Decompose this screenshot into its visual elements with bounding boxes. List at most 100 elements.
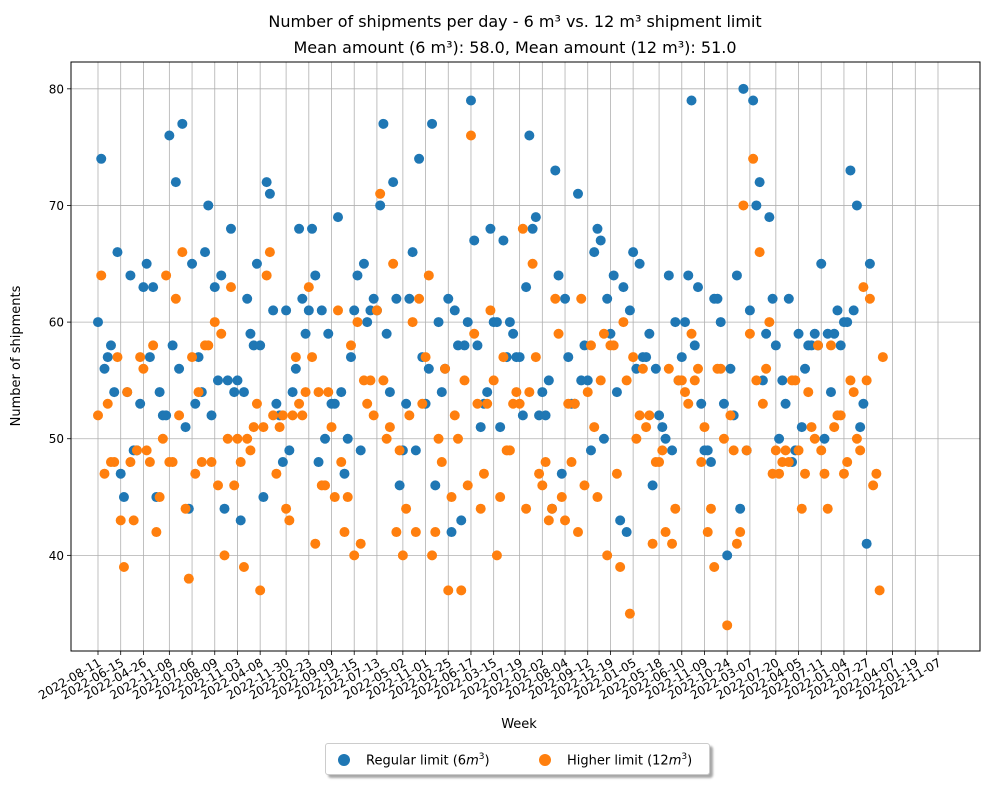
higher-limit-point bbox=[521, 503, 532, 514]
data-points bbox=[93, 83, 888, 631]
higher-limit-point bbox=[196, 457, 207, 468]
higher-limit-point bbox=[381, 433, 392, 444]
regular-limit-point bbox=[735, 503, 746, 514]
legend-label-regular: Regular limit (6 bbox=[366, 753, 467, 769]
higher-limit-point bbox=[93, 410, 103, 421]
higher-limit-point bbox=[475, 503, 486, 514]
regular-limit-point bbox=[705, 457, 716, 468]
regular-limit-point bbox=[232, 375, 243, 386]
regular-limit-point bbox=[780, 398, 791, 409]
higher-limit-point bbox=[320, 480, 331, 491]
higher-limit-point bbox=[793, 445, 804, 456]
higher-limit-point bbox=[579, 480, 590, 491]
higher-limit-point bbox=[232, 433, 243, 444]
higher-limit-point bbox=[456, 585, 467, 596]
higher-limit-point bbox=[329, 492, 340, 503]
regular-limit-point bbox=[164, 130, 175, 141]
regular-limit-point bbox=[381, 328, 392, 339]
regular-limit-point bbox=[712, 293, 723, 304]
higher-limit-point bbox=[877, 352, 888, 363]
higher-limit-point bbox=[809, 433, 820, 444]
regular-limit-point bbox=[414, 153, 425, 164]
regular-limit-point bbox=[154, 387, 165, 398]
higher-limit-point bbox=[495, 492, 506, 503]
higher-limit-point bbox=[271, 468, 282, 479]
higher-limit-point bbox=[683, 398, 694, 409]
regular-limit-point bbox=[141, 258, 152, 269]
regular-limit-point bbox=[238, 387, 249, 398]
higher-limit-point bbox=[206, 457, 217, 468]
higher-limit-point bbox=[410, 527, 421, 538]
higher-limit-point bbox=[553, 328, 564, 339]
higher-limit-point bbox=[790, 375, 801, 386]
higher-limit-point bbox=[608, 340, 619, 351]
higher-limit-point bbox=[170, 293, 181, 304]
higher-limit-point bbox=[871, 468, 882, 479]
higher-limit-point bbox=[258, 422, 269, 433]
higher-limit-point bbox=[592, 492, 603, 503]
regular-limit-point bbox=[855, 422, 866, 433]
higher-limit-point bbox=[660, 527, 671, 538]
higher-limit-point bbox=[112, 352, 123, 363]
higher-limit-point bbox=[174, 410, 185, 421]
regular-limit-point bbox=[271, 398, 282, 409]
regular-limit-point bbox=[783, 293, 794, 304]
regular-limit-point bbox=[634, 258, 645, 269]
higher-limit-point bbox=[491, 550, 502, 561]
higher-limit-point bbox=[209, 317, 220, 328]
higher-limit-point bbox=[391, 527, 402, 538]
higher-limit-point bbox=[829, 422, 840, 433]
regular-limit-point bbox=[287, 387, 298, 398]
regular-limit-point bbox=[585, 445, 596, 456]
regular-limit-point bbox=[462, 317, 473, 328]
regular-limit-point bbox=[793, 328, 804, 339]
regular-limit-point bbox=[842, 317, 853, 328]
regular-limit-point bbox=[680, 317, 691, 328]
regular-limit-point bbox=[517, 410, 528, 421]
higher-limit-point bbox=[527, 258, 538, 269]
higher-limit-point bbox=[248, 422, 259, 433]
higher-limit-point bbox=[524, 387, 535, 398]
higher-limit-point bbox=[680, 387, 691, 398]
higher-limit-point bbox=[754, 247, 765, 258]
y-tick-label: 80 bbox=[49, 82, 64, 96]
higher-limit-point bbox=[281, 503, 292, 514]
regular-limit-point bbox=[686, 95, 697, 106]
regular-limit-point bbox=[177, 118, 188, 129]
higher-limit-point bbox=[693, 363, 703, 374]
regular-limit-point bbox=[670, 317, 681, 328]
regular-limit-point bbox=[816, 258, 827, 269]
higher-limit-point bbox=[573, 527, 583, 538]
higher-limit-point bbox=[816, 445, 827, 456]
x-axis: 2022-08-112022-06-152022-04-262022-11-08… bbox=[36, 651, 944, 702]
regular-limit-point bbox=[676, 352, 687, 363]
higher-limit-point bbox=[407, 317, 418, 328]
higher-limit-point bbox=[848, 387, 859, 398]
higher-limit-point bbox=[235, 457, 246, 468]
higher-limit-point bbox=[748, 153, 759, 164]
regular-limit-point bbox=[423, 363, 434, 374]
regular-limit-point bbox=[148, 282, 159, 293]
regular-limit-point bbox=[187, 258, 198, 269]
higher-limit-point bbox=[757, 398, 768, 409]
higher-limit-point bbox=[135, 352, 146, 363]
higher-limit-point bbox=[800, 468, 811, 479]
regular-limit-point bbox=[809, 328, 820, 339]
higher-limit-point bbox=[654, 457, 665, 468]
higher-limit-point bbox=[628, 352, 639, 363]
regular-limit-point bbox=[472, 340, 483, 351]
higher-limit-point bbox=[436, 457, 447, 468]
regular-limit-point bbox=[313, 457, 324, 468]
higher-limit-point bbox=[751, 375, 762, 386]
higher-limit-point bbox=[449, 410, 460, 421]
regular-limit-point bbox=[731, 270, 742, 281]
higher-limit-point bbox=[696, 457, 707, 468]
regular-limit-point bbox=[573, 188, 583, 199]
regular-limit-point bbox=[800, 363, 811, 374]
regular-limit-point bbox=[316, 305, 327, 316]
regular-limit-point bbox=[388, 177, 399, 188]
higher-limit-point bbox=[264, 247, 275, 258]
regular-limit-point bbox=[410, 445, 421, 456]
higher-limit-point bbox=[667, 538, 678, 549]
higher-limit-point bbox=[738, 200, 749, 211]
